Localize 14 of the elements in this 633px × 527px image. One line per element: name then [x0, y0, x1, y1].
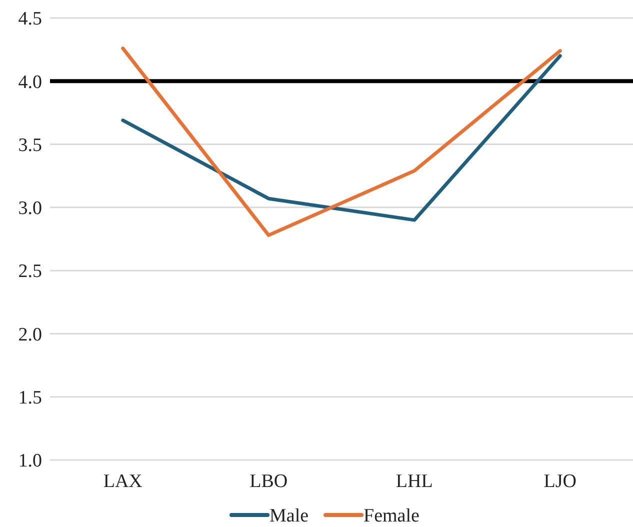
y-tick-label: 4.0: [18, 72, 42, 93]
x-tick-label: LBO: [250, 471, 288, 492]
y-tick-label: 3.5: [18, 134, 42, 156]
y-tick-label: 1.0: [18, 450, 42, 472]
x-tick-label: LAX: [103, 471, 143, 492]
x-tick-label: LJO: [544, 471, 576, 492]
x-tick-label: LHL: [396, 471, 433, 492]
legend-label: Female: [364, 506, 420, 527]
y-tick-label: 4.5: [18, 8, 42, 30]
y-tick-label: 3.0: [18, 198, 42, 220]
legend-label: Male: [270, 506, 309, 527]
y-tick-label: 2.0: [18, 324, 42, 346]
y-tick-label: 1.5: [18, 388, 42, 409]
y-tick-label: 2.5: [18, 261, 42, 282]
